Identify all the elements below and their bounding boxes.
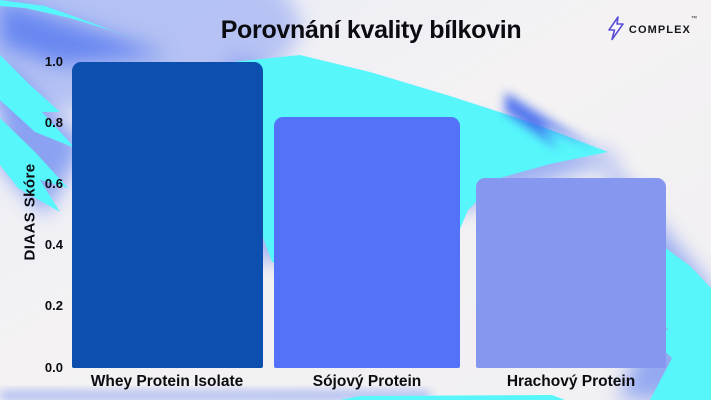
x-label-hrachovy-protein: Hrachový Protein [506,373,636,390]
x-label-whey-protein-isolate: Whey Protein Isolate [90,373,244,390]
bar-sojovy-protein [274,117,460,368]
y-tick-0.2: 0.2 [44,298,63,313]
y-tick-0.0: 0.0 [44,360,63,375]
lightning-bolt-icon [608,16,624,41]
page-title: Porovnání kvality bílkovin [220,16,522,44]
brand-logo: COMPLEX™ [607,16,697,41]
bar-hrachovy-protein [476,178,666,368]
y-tick-0.8: 0.8 [44,115,63,130]
trademark-symbol: ™ [691,15,697,22]
x-label-sojovy-protein: Sójový Protein [312,373,422,390]
bar-whey-protein-isolate [72,62,263,368]
y-tick-0.6: 0.6 [44,176,63,191]
brand-name-text: COMPLEX [628,23,691,36]
brand-name: COMPLEX™ [628,16,697,38]
y-tick-1.0: 1.0 [44,54,63,69]
y-tick-0.4: 0.4 [44,237,63,252]
